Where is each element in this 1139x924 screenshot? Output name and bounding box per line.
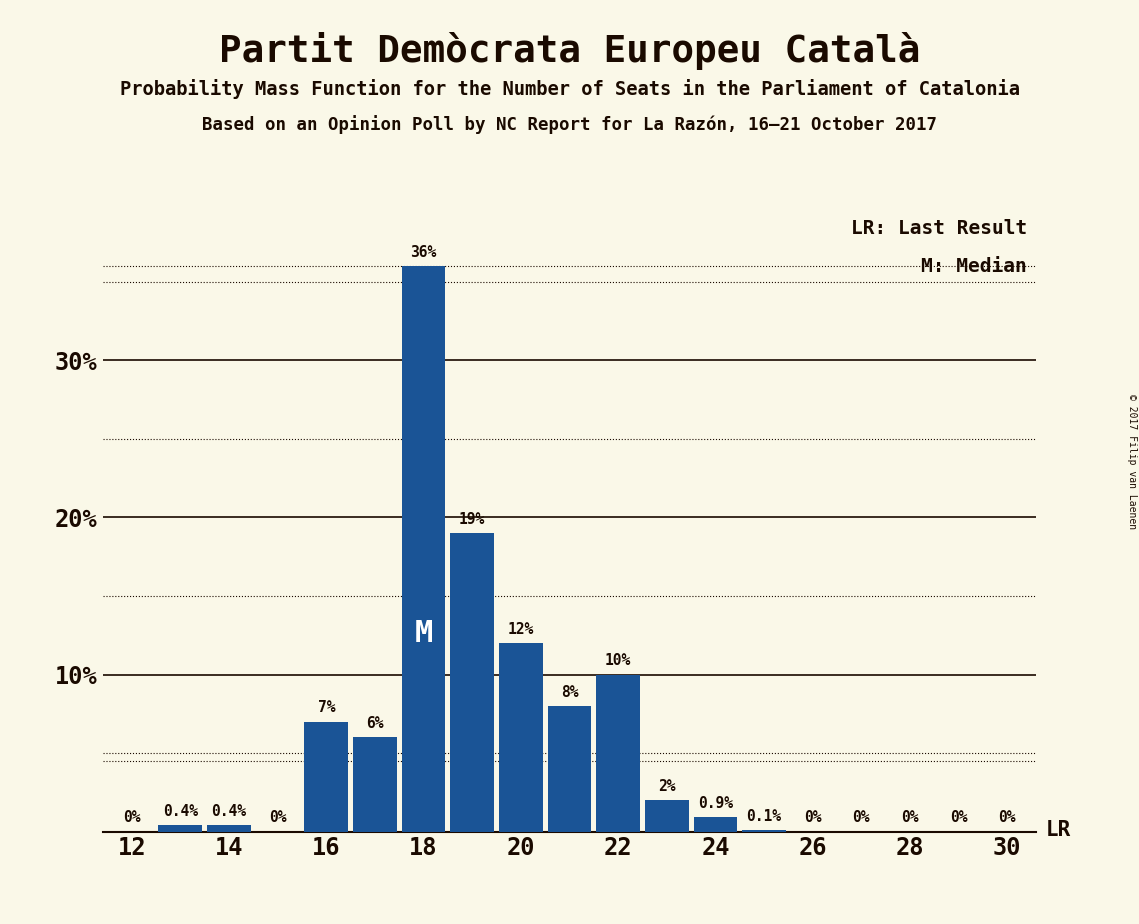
Bar xyxy=(353,737,396,832)
Text: LR: LR xyxy=(1046,820,1071,840)
Bar xyxy=(596,675,640,832)
Text: 0%: 0% xyxy=(901,810,919,825)
Text: M: Median: M: Median xyxy=(921,257,1027,275)
Text: LR: Last Result: LR: Last Result xyxy=(851,219,1027,238)
Bar xyxy=(450,533,494,832)
Text: 19%: 19% xyxy=(459,512,485,527)
Text: 0.9%: 0.9% xyxy=(698,796,732,811)
Text: 0%: 0% xyxy=(804,810,821,825)
Text: © 2017 Filip van Laenen: © 2017 Filip van Laenen xyxy=(1126,395,1137,529)
Bar xyxy=(645,800,689,832)
Bar xyxy=(158,825,203,832)
Text: 2%: 2% xyxy=(658,779,675,794)
Text: 6%: 6% xyxy=(366,716,384,731)
Text: 12%: 12% xyxy=(508,622,534,637)
Text: 7%: 7% xyxy=(318,700,335,715)
Text: M: M xyxy=(415,619,433,648)
Text: 0%: 0% xyxy=(950,810,967,825)
Text: 0%: 0% xyxy=(123,810,140,825)
Text: 0.4%: 0.4% xyxy=(163,804,198,819)
Text: 0.4%: 0.4% xyxy=(212,804,246,819)
Bar xyxy=(499,643,543,832)
Text: Based on an Opinion Poll by NC Report for La Razón, 16–21 October 2017: Based on an Opinion Poll by NC Report fo… xyxy=(202,116,937,135)
Bar xyxy=(207,825,251,832)
Bar xyxy=(743,830,786,832)
Text: 8%: 8% xyxy=(560,685,579,699)
Text: Probability Mass Function for the Number of Seats in the Parliament of Catalonia: Probability Mass Function for the Number… xyxy=(120,79,1019,99)
Bar xyxy=(548,706,591,832)
Text: 0%: 0% xyxy=(999,810,1016,825)
Bar xyxy=(694,818,737,832)
Text: 10%: 10% xyxy=(605,653,631,668)
Text: 0.1%: 0.1% xyxy=(746,808,781,824)
Text: 0%: 0% xyxy=(853,810,870,825)
Bar xyxy=(304,722,349,832)
Bar xyxy=(402,266,445,832)
Text: Partit Demòcrata Europeu Català: Partit Demòcrata Europeu Català xyxy=(219,32,920,70)
Text: 0%: 0% xyxy=(269,810,286,825)
Text: 36%: 36% xyxy=(410,245,436,260)
